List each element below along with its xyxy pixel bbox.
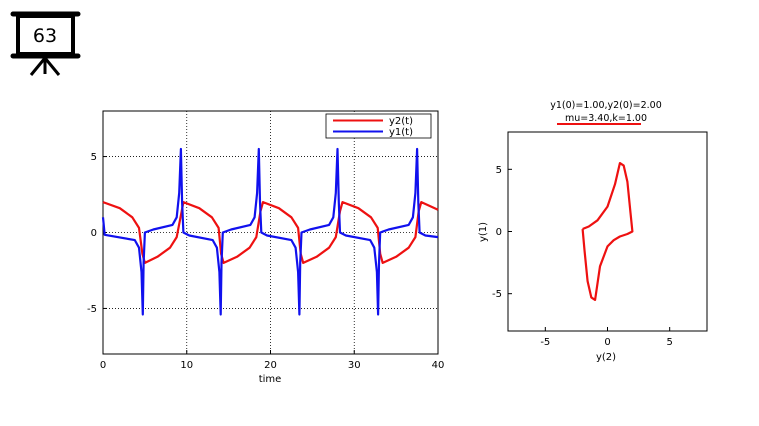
presentation-board-icon: [10, 11, 81, 76]
x-axis-label: y(2): [596, 352, 616, 363]
axis-ticks: -5 0 5 -5 0 5: [492, 165, 673, 348]
y-tick-label: 0: [496, 227, 502, 238]
x-tick-label: 5: [667, 337, 673, 348]
slide-number: 63: [33, 25, 57, 47]
y-tick-label: 5: [496, 165, 502, 176]
series-lines: [581, 162, 634, 301]
x-tick-label: 40: [432, 360, 445, 371]
phase-portrait-chart: y1(0)=1.00,y2(0)=2.00 mu=3.40,k=1.00 -5 0…: [478, 100, 708, 363]
legend-box: [325, 113, 432, 139]
chart-title: y1(0)=1.00,y2(0)=2.00: [550, 100, 662, 111]
x-axis-label: time: [259, 374, 282, 385]
y-tick-label: 0: [91, 228, 97, 239]
time-series-chart: 0 10 20 30 40 -5 0 5 time y2(t) y1(t): [87, 110, 445, 385]
y-tick-label: -5: [492, 289, 502, 300]
x-tick-label: 20: [264, 360, 277, 371]
x-tick-label: 0: [604, 337, 610, 348]
series-lines: [101, 147, 439, 316]
x-tick-label: 30: [348, 360, 361, 371]
plot-area: [507, 131, 708, 332]
chart-subtitle: mu=3.40,k=1.00: [565, 113, 647, 124]
y-tick-label: -5: [87, 304, 97, 315]
legend-label-y1: y1(t): [389, 127, 413, 138]
legend-label-y2: y2(t): [389, 116, 413, 127]
legend: y2(t) y1(t): [325, 113, 432, 139]
series-line-trajectory: [581, 162, 634, 301]
series-line-y1-t: [101, 147, 439, 316]
y-tick-label: 5: [91, 152, 97, 163]
x-tick-label: 0: [100, 360, 106, 371]
x-tick-label: 10: [180, 360, 193, 371]
series-line-y2-t: [102, 201, 439, 264]
x-tick-label: -5: [540, 337, 550, 348]
y-axis-label: y(1): [478, 222, 489, 242]
